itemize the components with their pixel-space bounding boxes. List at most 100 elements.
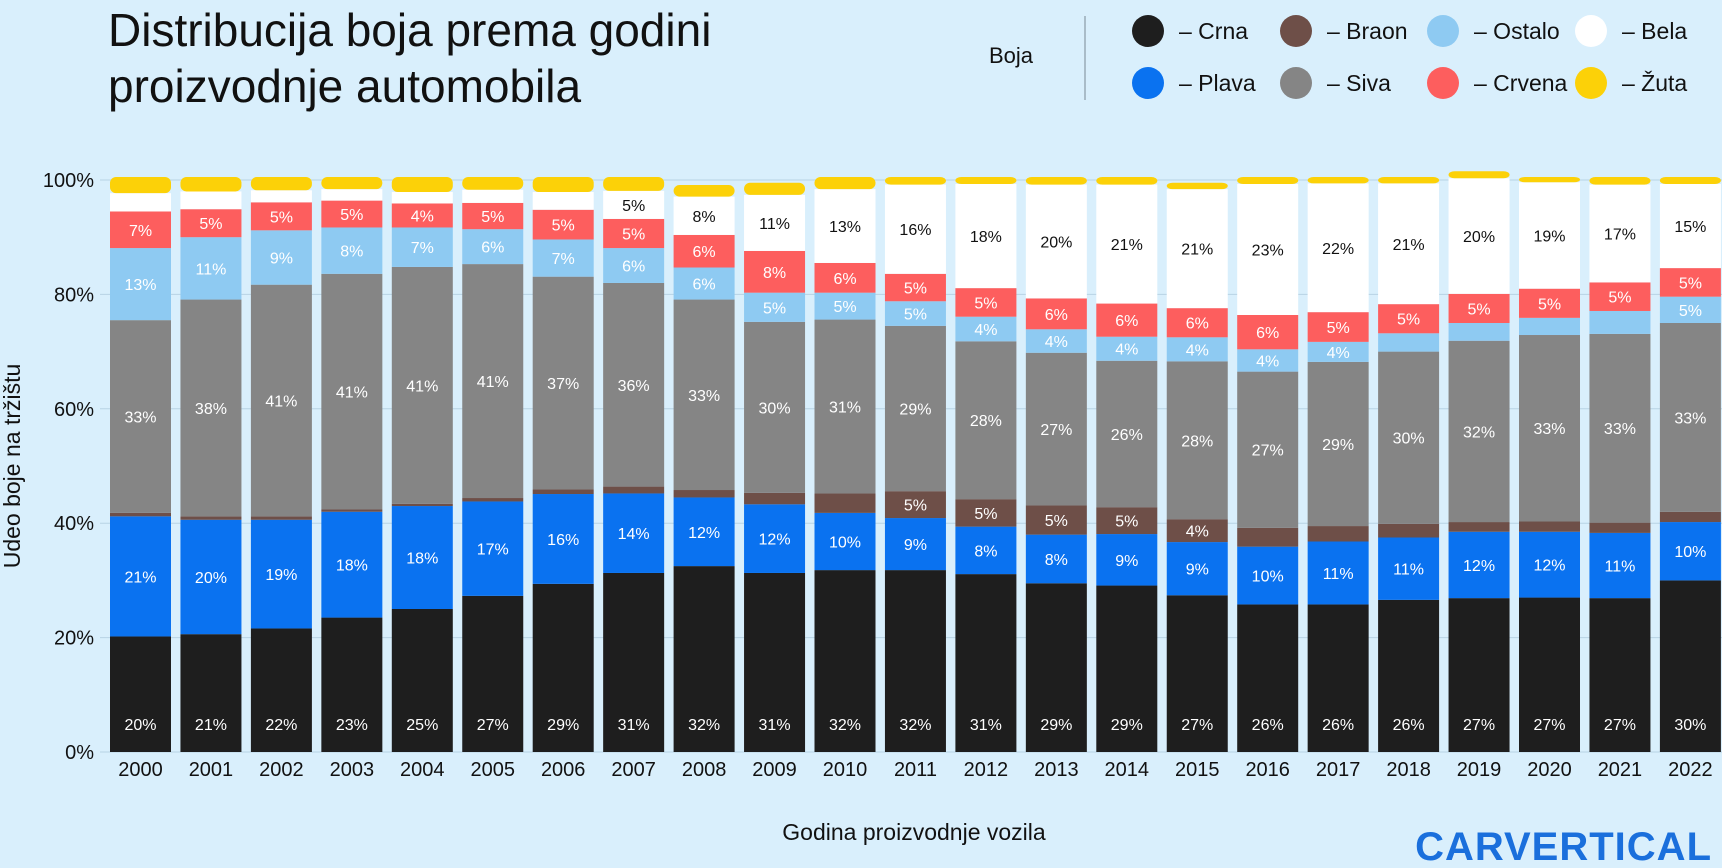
legend-label-plava: – Plava	[1179, 70, 1256, 96]
bar-ostalo-2017	[1307, 341, 1369, 362]
bar-stack-2016	[1237, 177, 1299, 752]
bar-ostalo-2000	[110, 248, 171, 321]
legend-label-žuta: – Žuta	[1622, 70, 1687, 96]
data-label-plava-2002: 19%	[265, 567, 297, 584]
legend-title: Boja	[989, 43, 1034, 68]
bar-crvena-2003	[321, 200, 383, 228]
bar-siva-2017	[1307, 361, 1369, 527]
data-label-crvena-2004: 4%	[411, 208, 434, 225]
data-label-bela-2021: 17%	[1604, 226, 1636, 243]
bar-crna-2006	[532, 583, 594, 752]
bar-bela-2020	[1519, 182, 1580, 289]
x-axis-title: Godina proizvodnje vozila	[782, 819, 1046, 845]
data-label-plava-2007: 14%	[618, 526, 650, 543]
bar-crna-2010	[814, 570, 876, 752]
data-label-ostalo-2011: 5%	[904, 307, 927, 324]
bar-stack-2018	[1378, 177, 1440, 752]
data-label-plava-2009: 12%	[759, 532, 791, 549]
legend-swatch-braon	[1280, 15, 1312, 47]
bar-stack-2014	[1096, 177, 1158, 752]
data-labels: 20% 21% 33% 13% 7% 21% 20% 38% 11% 5% 22% 19% 41% 9% 5…	[124, 198, 1706, 734]
x-tick-label-2019: 2019	[1457, 759, 1502, 781]
bar-bela-2008	[673, 196, 735, 235]
bar-siva-2021	[1589, 333, 1651, 523]
bar-žuta-2011	[884, 177, 946, 185]
data-label-bela-2017: 22%	[1322, 241, 1354, 258]
bar-bela-2022	[1659, 184, 1721, 269]
bar-siva-2011	[884, 325, 946, 492]
bar-crna-2007	[603, 572, 665, 752]
legend: Boja – Crna – Braon – Ostalo – Bela– Plava –…	[989, 15, 1687, 100]
bar-bela-2009	[744, 194, 806, 251]
bar-bela-2004	[391, 192, 453, 204]
bar-stack-2010	[814, 177, 876, 752]
data-label-siva-2002: 41%	[265, 394, 297, 411]
carvertical-logo: CARVERTICAL	[1415, 825, 1712, 868]
data-label-crna-2008: 32%	[688, 717, 720, 734]
data-label-siva-2009: 30%	[759, 400, 791, 417]
bar-braon-2003	[321, 509, 383, 512]
bar-ostalo-2018	[1378, 333, 1440, 352]
bar-siva-2022	[1659, 323, 1721, 512]
data-label-crvena-2009: 8%	[763, 265, 786, 282]
bar-siva-2010	[814, 319, 876, 494]
bar-žuta-2010	[814, 177, 876, 190]
bar-crna-2011	[884, 570, 946, 752]
data-label-plava-2014: 9%	[1115, 553, 1138, 570]
data-label-siva-2011: 29%	[899, 402, 931, 419]
bar-crna-2021	[1589, 598, 1651, 752]
bar-stack-2021	[1589, 177, 1651, 752]
data-label-siva-2003: 41%	[336, 385, 368, 402]
bar-crna-2017	[1307, 604, 1369, 752]
bar-ostalo-2004	[391, 227, 453, 267]
legend-swatch-crvena	[1427, 67, 1459, 99]
x-tick-label-2013: 2013	[1034, 759, 1079, 781]
data-label-crvena-2018: 5%	[1397, 312, 1420, 329]
data-label-ostalo-2017: 4%	[1327, 345, 1350, 362]
bar-plava-2015	[1166, 542, 1228, 596]
bar-braon-2020	[1519, 521, 1580, 532]
bar-crvena-2016	[1237, 314, 1299, 350]
bar-stack-2007	[603, 177, 665, 752]
bar-stack-2020	[1519, 177, 1580, 752]
data-label-crna-2007: 31%	[618, 717, 650, 734]
data-label-plava-2005: 17%	[477, 542, 509, 559]
data-label-plava-2001: 20%	[195, 570, 227, 587]
data-label-crvena-2003: 5%	[340, 207, 363, 224]
data-label-bela-2010: 13%	[829, 219, 861, 236]
bar-stack-2013	[1025, 177, 1087, 752]
bar-žuta-2021	[1589, 177, 1651, 185]
data-label-crna-2001: 21%	[195, 717, 227, 734]
data-label-bela-2007: 5%	[622, 198, 645, 215]
data-label-siva-2004: 41%	[406, 378, 438, 395]
bar-ostalo-2010	[814, 292, 876, 320]
y-tick-label-40: 40%	[54, 513, 94, 535]
bar-bela-2011	[884, 184, 946, 274]
data-label-crna-2017: 26%	[1322, 717, 1354, 734]
bar-bela-2010	[814, 189, 876, 263]
bar-crvena-2004	[391, 203, 453, 228]
data-label-crvena-2001: 5%	[199, 216, 222, 233]
data-label-plava-2012: 8%	[974, 543, 997, 560]
data-label-siva-2021: 33%	[1604, 421, 1636, 438]
bar-plava-2011	[884, 518, 946, 571]
data-label-ostalo-2005: 6%	[481, 240, 504, 257]
legend-label-crna: – Crna	[1179, 18, 1248, 44]
bar-plava-2020	[1519, 531, 1580, 598]
data-label-siva-2018: 30%	[1393, 431, 1425, 448]
bar-siva-2003	[321, 273, 383, 510]
bar-crvena-2010	[814, 262, 876, 293]
bar-plava-2012	[955, 526, 1017, 575]
bar-žuta-2016	[1237, 177, 1299, 185]
data-label-crna-2019: 27%	[1463, 717, 1495, 734]
data-label-ostalo-2003: 8%	[340, 244, 363, 261]
bar-siva-2014	[1096, 360, 1158, 508]
bar-plava-2019	[1448, 531, 1510, 599]
data-label-crna-2011: 32%	[899, 717, 931, 734]
data-label-ostalo-2009: 5%	[763, 300, 786, 317]
bar-braon-2004	[391, 503, 453, 507]
data-label-ostalo-2022: 5%	[1679, 303, 1702, 320]
data-label-braon-2011: 5%	[904, 498, 927, 515]
data-label-crvena-2007: 5%	[622, 226, 645, 243]
